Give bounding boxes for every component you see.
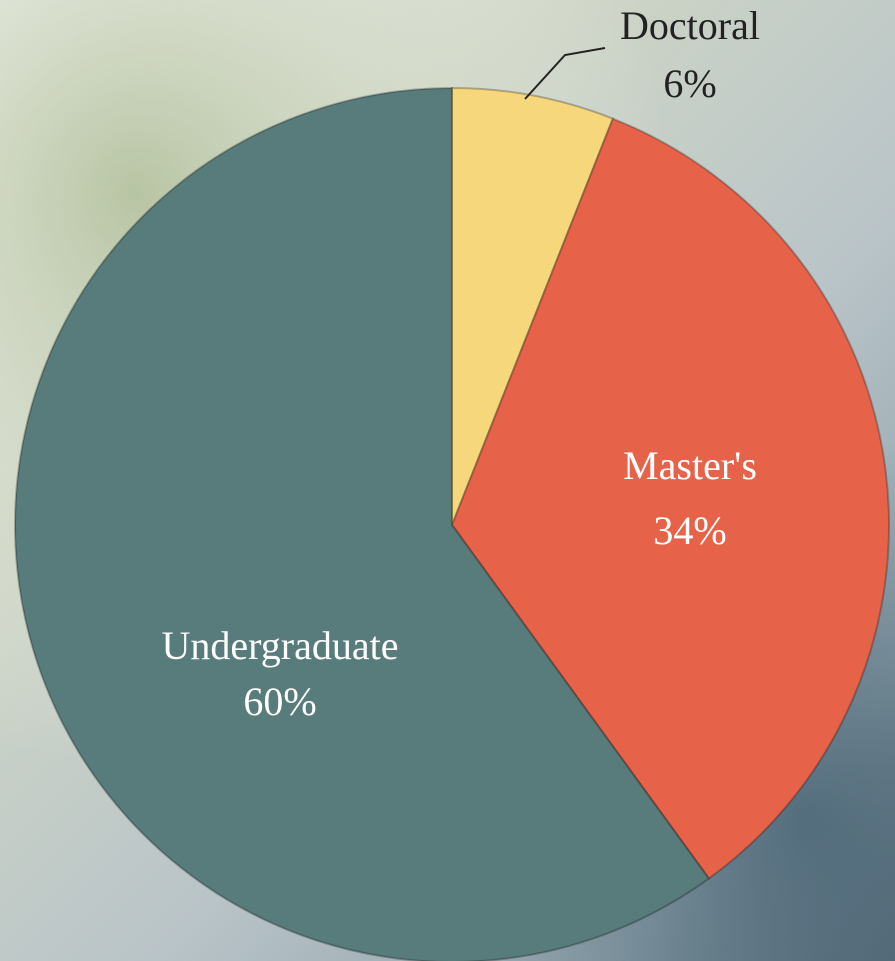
slice-label: Doctoral xyxy=(620,3,760,48)
slice-value-label: 60% xyxy=(243,679,316,724)
pie-slice xyxy=(14,86,711,961)
pie-slice xyxy=(451,86,615,526)
slice-label: Undergraduate xyxy=(162,623,399,668)
leader-line xyxy=(524,47,606,100)
pie-slice xyxy=(450,117,890,880)
slice-value-label: 6% xyxy=(663,61,716,106)
slice-label: Master's xyxy=(623,443,757,488)
slice-value-label: 34% xyxy=(653,508,726,553)
